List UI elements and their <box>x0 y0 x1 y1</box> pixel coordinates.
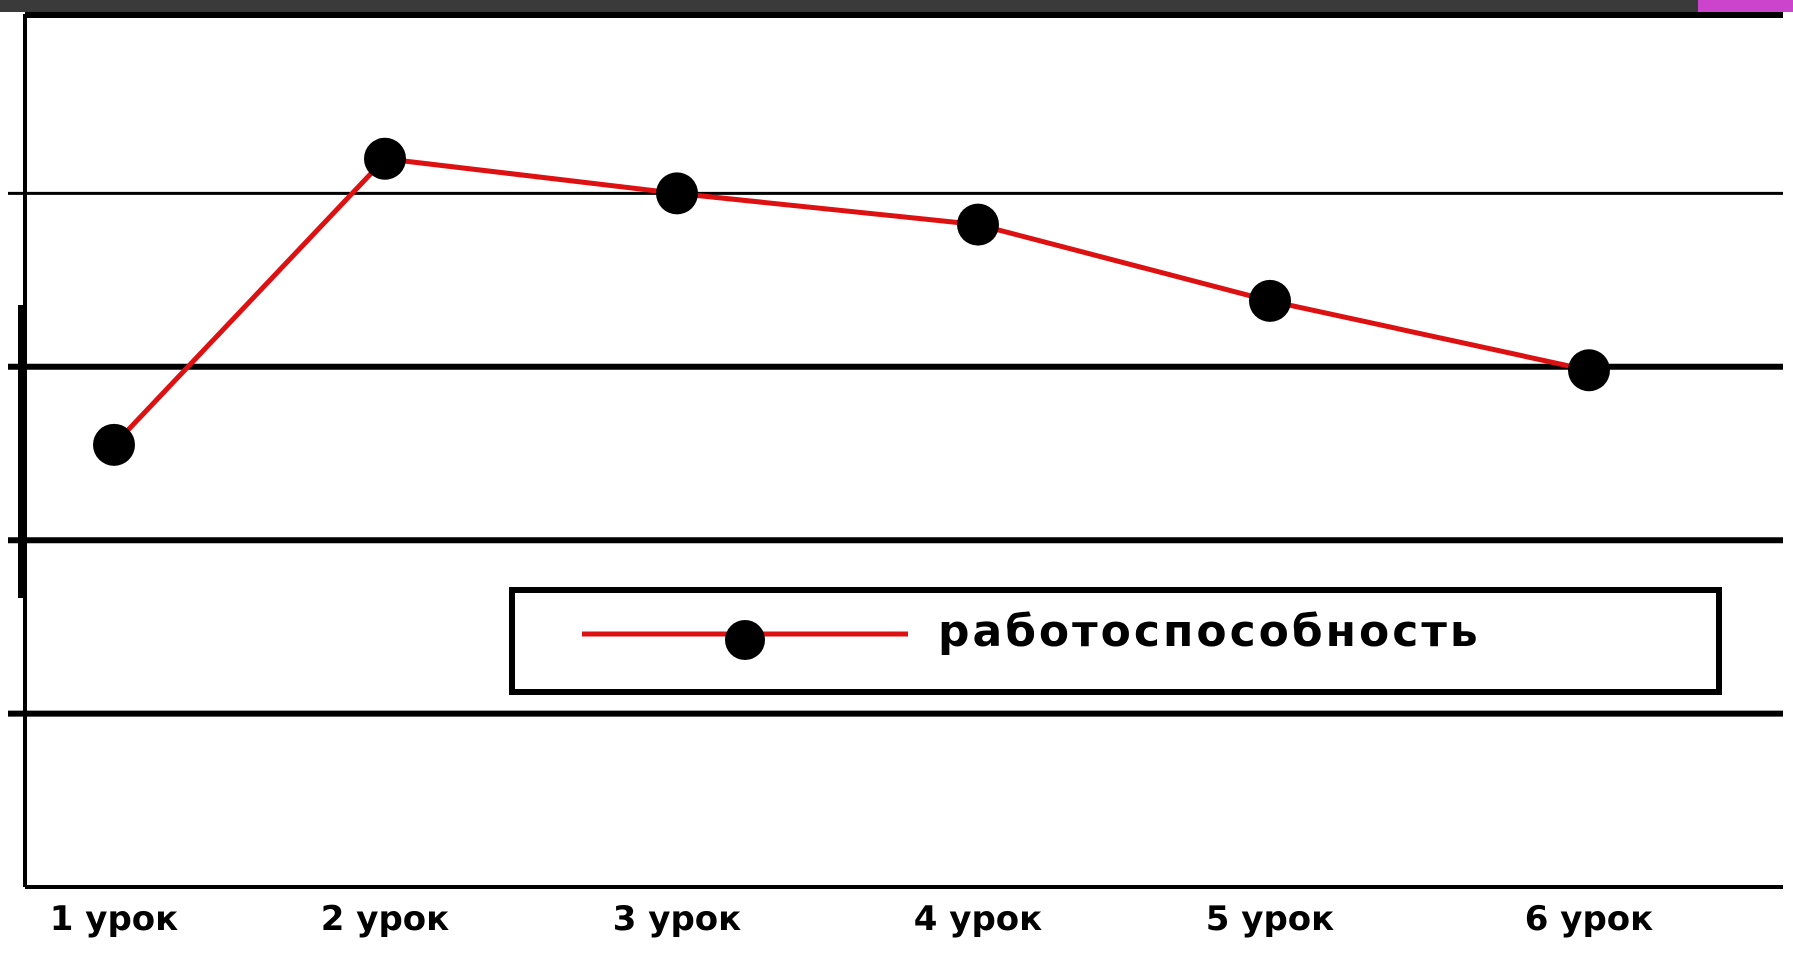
legend-label: работоспособность <box>938 606 1481 657</box>
data-point-2 <box>364 137 406 180</box>
series-layer <box>93 137 1610 466</box>
x-tick-labels: 1 урок 2 урок 3 урок 4 урок 5 урок 6 урок <box>50 899 1653 939</box>
legend: работоспособность <box>509 587 1722 695</box>
corner-accent <box>1698 0 1793 12</box>
x-tick-label: 5 урок <box>1206 899 1334 939</box>
grid-layer <box>8 191 1783 717</box>
series-line-0 <box>112 156 1590 447</box>
x-tick-label: 4 урок <box>914 899 1042 939</box>
x-tick-label: 1 урок <box>50 899 178 939</box>
legend-marker-sample <box>725 620 765 660</box>
data-point-6 <box>1568 349 1610 392</box>
x-tick-label: 2 урок <box>321 899 449 939</box>
data-point-4 <box>957 203 999 246</box>
axis-layer <box>18 10 1783 889</box>
x-tick-label: 3 урок <box>613 899 741 939</box>
x-tick-label: 6 урок <box>1525 899 1653 939</box>
data-point-5 <box>1249 279 1291 322</box>
data-point-1 <box>93 423 135 466</box>
window-top-border <box>0 0 1793 12</box>
legend-box <box>509 587 1722 695</box>
data-point-3 <box>656 172 698 215</box>
